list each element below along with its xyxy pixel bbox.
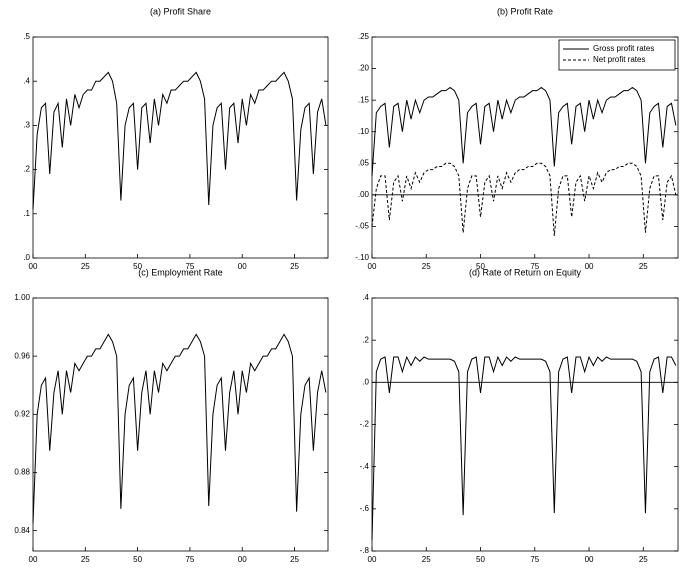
x-tick-label: 50 bbox=[476, 555, 485, 564]
x-tick-label: 00 bbox=[238, 262, 247, 271]
y-tick-label: 0.88 bbox=[14, 468, 30, 477]
x-tick-label: 00 bbox=[238, 555, 247, 564]
x-tick-label: 00 bbox=[368, 262, 377, 271]
y-tick-label: 0.84 bbox=[14, 526, 30, 535]
y-tick-label: .25 bbox=[358, 32, 370, 41]
y-tick-label: .4 bbox=[362, 293, 369, 302]
chart-title: (c) Employment Rate bbox=[138, 267, 223, 277]
x-tick-label: 00 bbox=[585, 262, 594, 271]
data-line bbox=[371, 162, 677, 236]
x-tick-label: 75 bbox=[185, 555, 194, 564]
y-tick-label: .2 bbox=[23, 165, 30, 174]
y-tick-label: .05 bbox=[358, 158, 370, 167]
y-tick-label: .20 bbox=[358, 64, 370, 73]
x-tick-label: 25 bbox=[639, 262, 648, 271]
data-line bbox=[371, 86, 677, 176]
x-tick-label: 25 bbox=[81, 555, 90, 564]
x-tick-label: 75 bbox=[530, 555, 539, 564]
plot-frame bbox=[32, 297, 329, 552]
y-tick-label: -.4 bbox=[360, 462, 370, 471]
chart-title: (b) Profit Rate bbox=[497, 6, 553, 16]
x-tick-label: 00 bbox=[585, 555, 594, 564]
legend-box bbox=[558, 39, 676, 71]
x-tick-label: 25 bbox=[290, 555, 299, 564]
x-tick-label: 25 bbox=[422, 262, 431, 271]
y-tick-label: .2 bbox=[362, 335, 369, 344]
plot-frame bbox=[32, 36, 329, 259]
y-tick-label: -.05 bbox=[355, 222, 369, 231]
x-tick-label: 00 bbox=[29, 555, 38, 564]
y-tick-label: .3 bbox=[23, 121, 30, 130]
legend-label: Net profit rates bbox=[593, 55, 645, 64]
y-tick-label: 0.92 bbox=[14, 409, 30, 418]
x-tick-label: 50 bbox=[133, 262, 142, 271]
plot-frame bbox=[371, 36, 679, 259]
x-tick-label: 75 bbox=[530, 262, 539, 271]
x-tick-label: 00 bbox=[29, 262, 38, 271]
chart-title: (a) Profit Share bbox=[150, 6, 211, 16]
y-tick-label: .0 bbox=[23, 253, 30, 262]
y-tick-label: .1 bbox=[23, 209, 30, 218]
x-tick-label: 25 bbox=[639, 555, 648, 564]
y-tick-label: .15 bbox=[358, 95, 370, 104]
data-line bbox=[32, 71, 327, 210]
data-line bbox=[32, 333, 327, 524]
y-tick-label: .5 bbox=[23, 32, 30, 41]
plot-frame bbox=[371, 297, 679, 552]
y-tick-label: 1.00 bbox=[14, 293, 30, 302]
y-tick-label: 0.96 bbox=[14, 351, 30, 360]
y-tick-label: -.10 bbox=[355, 253, 369, 262]
x-tick-label: 50 bbox=[133, 555, 142, 564]
y-tick-label: .4 bbox=[23, 76, 30, 85]
x-tick-label: 25 bbox=[422, 555, 431, 564]
y-tick-label: .10 bbox=[358, 127, 370, 136]
y-tick-label: -.8 bbox=[360, 546, 370, 555]
legend-label: Gross profit rates bbox=[593, 44, 654, 53]
x-tick-label: 25 bbox=[290, 262, 299, 271]
data-line bbox=[371, 355, 677, 541]
y-tick-label: -.6 bbox=[360, 504, 370, 513]
y-tick-label: .0 bbox=[362, 377, 369, 386]
x-tick-label: 75 bbox=[185, 262, 194, 271]
x-tick-label: 00 bbox=[368, 555, 377, 564]
x-tick-label: 25 bbox=[81, 262, 90, 271]
chart-title: (d) Rate of Return on Equity bbox=[469, 267, 582, 277]
y-tick-label: .00 bbox=[358, 190, 370, 199]
x-tick-label: 50 bbox=[476, 262, 485, 271]
y-tick-label: -.2 bbox=[360, 420, 370, 429]
